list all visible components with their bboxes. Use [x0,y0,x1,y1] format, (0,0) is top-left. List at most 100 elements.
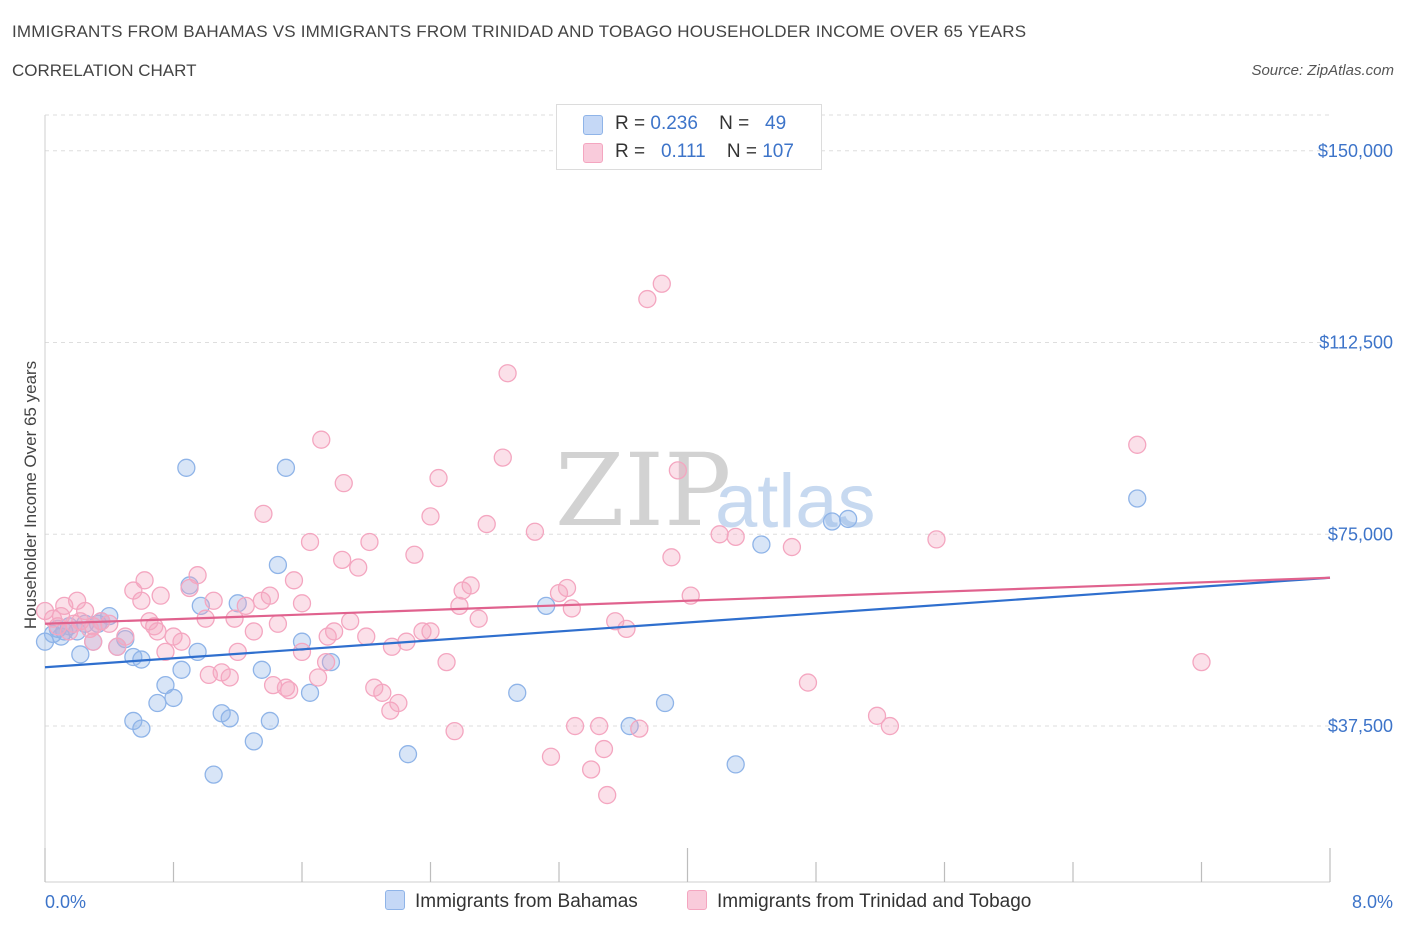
legend-n-value: 49 [765,113,787,134]
point-trinidad [318,627,337,646]
x-tick-label: 0.0% [45,892,86,912]
point-trinidad [630,719,649,738]
point-trinidad [662,548,681,567]
point-bahamas [172,660,191,679]
bottom-legend-swatch-bahamas [385,890,405,910]
point-trinidad [867,706,887,725]
point-bahamas [398,745,418,764]
point-trinidad [562,599,581,618]
point-trinidad [263,675,283,695]
point-bahamas [244,732,263,751]
point-bahamas [1128,489,1147,508]
point-trinidad [308,668,328,687]
grid-layer [45,114,1330,727]
point-trinidad [349,558,368,577]
point-trinidad [292,594,312,613]
chart-subtitle: CORRELATION CHART [12,61,197,80]
point-trinidad [357,627,376,646]
point-bahamas [752,535,771,554]
point-trinidad [421,622,440,641]
point-trinidad [652,274,671,293]
x-tick-label: 8.0% [1352,892,1393,912]
watermark-zip: ZIP [555,432,731,549]
point-bahamas [220,709,239,728]
point-trinidad [557,578,577,598]
chart-title: IMMIGRANTS FROM BAHAMAS VS IMMIGRANTS FR… [12,22,1027,41]
point-trinidad [312,430,331,449]
trend-layer [44,576,1331,669]
point-trinidad [220,668,239,687]
legend-n-label: N = [719,113,750,134]
point-trinidad [225,609,244,628]
point-bahamas [268,555,288,575]
point-trinidad [188,566,207,585]
point-trinidad [1192,652,1211,672]
point-trinidad [373,683,392,702]
bottom-legend-label-bahamas: Immigrants from Bahamas [415,891,638,912]
points-layer [35,274,1211,805]
point-bahamas [204,765,223,784]
point-trinidad [284,571,304,590]
point-trinidad [333,550,352,570]
watermark: ZIP atlas [555,432,876,549]
point-bahamas [300,683,320,702]
point-bahamas [726,755,745,774]
point-trinidad [268,614,288,633]
point-trinidad [151,586,170,605]
point-bahamas [838,509,858,529]
point-trinidad [84,617,103,636]
point-trinidad [382,637,402,656]
point-trinidad [389,693,408,713]
point-bahamas [177,458,196,477]
point-trinidad [590,716,609,736]
point-trinidad [244,622,263,641]
point-trinidad [477,514,496,534]
legend-text-trinidad: R = 0.111 N = 107 [615,141,794,163]
trendline-trinidad [44,576,1331,625]
trendline-bahamas [44,576,1331,669]
point-trinidad [292,642,312,662]
point-trinidad [254,504,273,523]
point-trinidad [798,673,818,692]
legend-r-value: 0.236 [650,113,698,134]
axis-layer: $37,500 $75,000 $112,500 $150,000 0.0% 8.0% [44,115,1393,912]
point-trinidad [405,545,424,564]
point-trinidad [617,619,636,639]
legend-r-label: R = [615,141,646,162]
point-bahamas [260,711,280,731]
y-tick-label: $150,000 [1318,141,1393,161]
bottom-legend-trinidad: Immigrants from Trinidad and Tobago [687,890,1031,913]
point-trinidad [541,747,561,766]
point-bahamas [822,512,842,531]
point-trinidad [260,586,280,605]
point-trinidad [132,591,151,610]
y-axis-label: Householder Income Over 65 years [21,361,40,629]
legend-n-value: 107 [762,141,794,162]
point-trinidad [1128,435,1147,454]
point-trinidad [300,532,320,552]
point-trinidad [927,530,946,549]
point-trinidad [594,739,614,759]
point-trinidad [880,716,900,736]
point-trinidad [445,722,464,741]
point-bahamas [252,660,271,679]
y-tick-label: $37,500 [1328,716,1393,736]
legend-n-label: N = [726,141,757,162]
point-trinidad [461,576,480,595]
point-bahamas [148,693,167,713]
point-trinidad [638,289,657,309]
point-trinidad [145,617,164,636]
watermark-atlas: atlas [715,459,876,544]
legend-r-label: R = [615,113,646,134]
point-trinidad [228,642,247,662]
point-trinidad [100,614,119,633]
point-trinidad [450,596,469,616]
point-bahamas [276,458,296,477]
point-trinidad [76,601,95,621]
point-bahamas [321,652,341,672]
bottom-legend-swatch-trinidad [687,890,707,910]
point-trinidad [429,468,448,488]
point-trinidad [668,461,688,480]
y-tick-label: $112,500 [1319,333,1393,353]
point-bahamas [508,683,527,702]
